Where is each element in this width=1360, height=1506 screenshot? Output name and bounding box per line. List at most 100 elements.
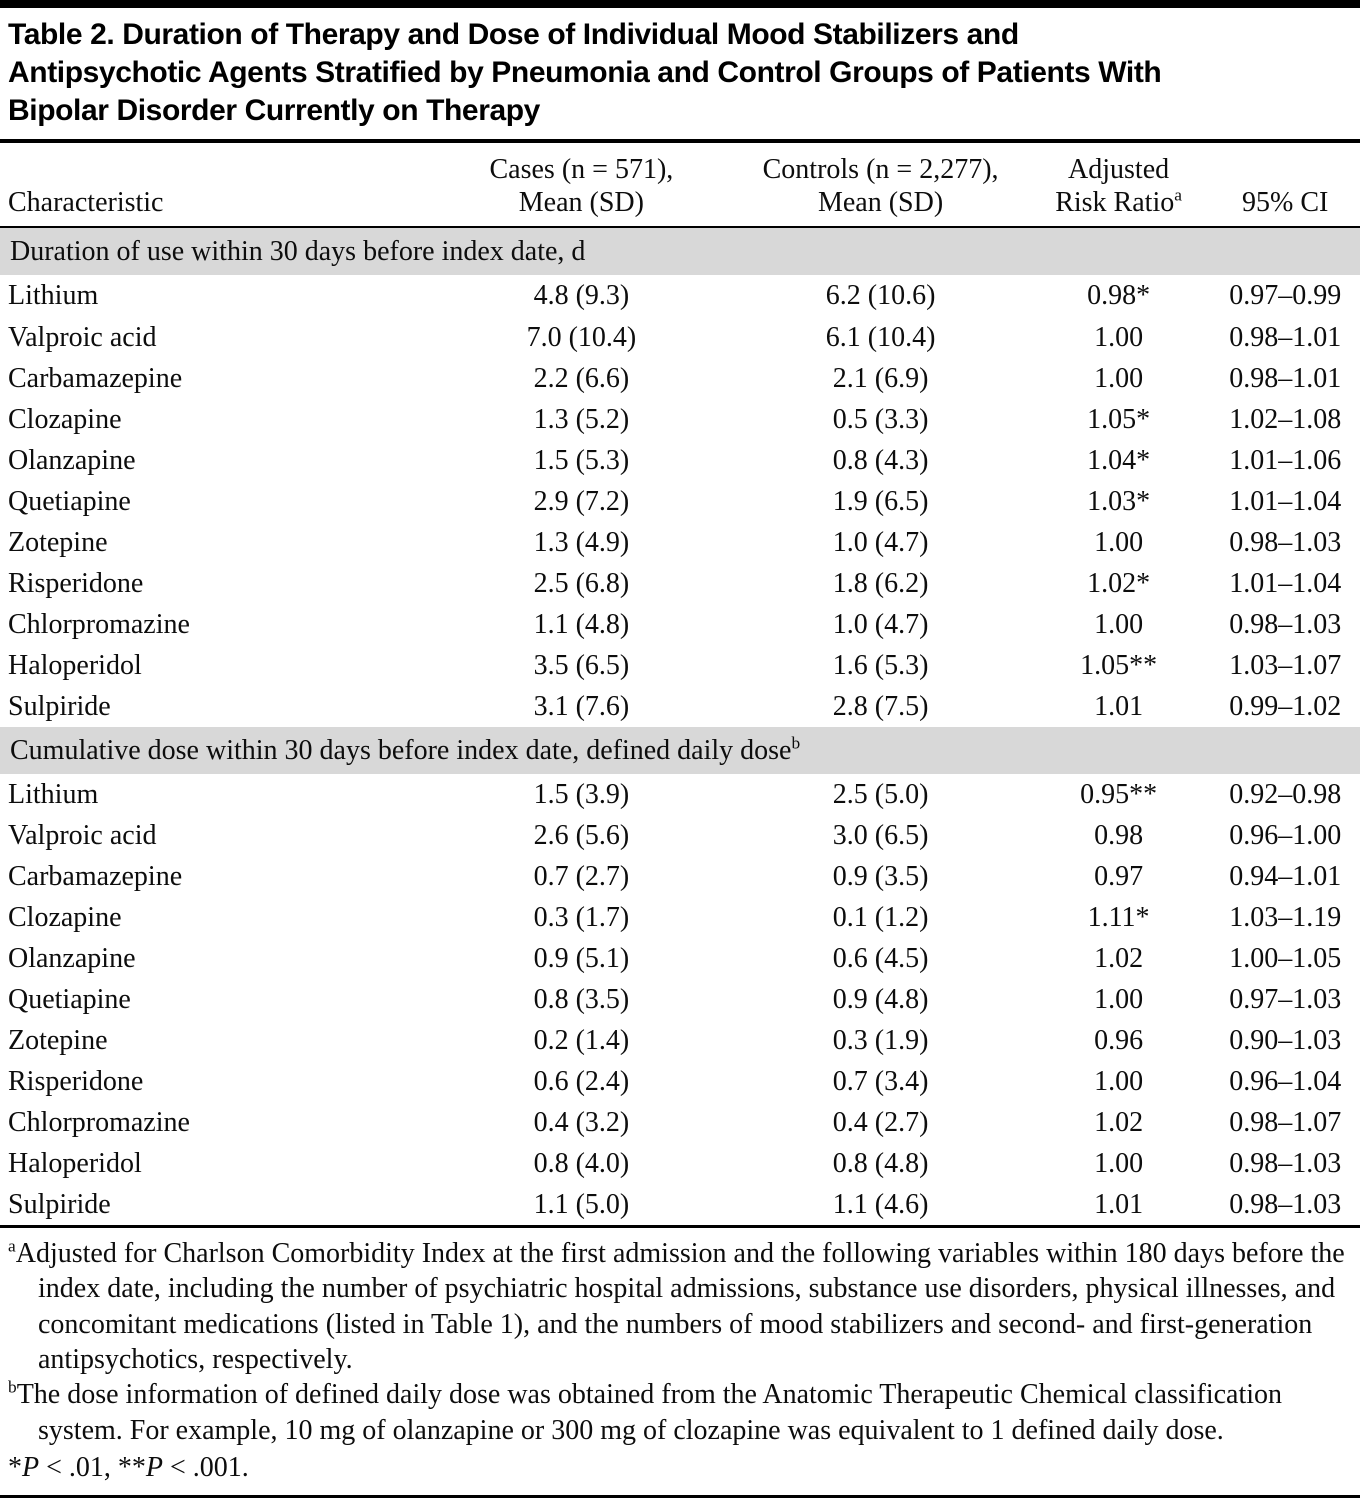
ci-value: 1.02–1.08 bbox=[1229, 403, 1342, 435]
section-header-row: Cumulative dose within 30 days before in… bbox=[0, 726, 1360, 774]
table-row: Quetiapine 0.8 (3.5) 0.9 (4.8) 1.00 0.97… bbox=[0, 979, 1360, 1020]
ci-value: 0.98–1.03 bbox=[1229, 1189, 1342, 1221]
risk-ratio-value: 1.00 bbox=[1094, 1066, 1144, 1098]
risk-ratio-value: 1.00 bbox=[1094, 362, 1144, 394]
risk-ratio-footnote-marker: a bbox=[1174, 186, 1182, 206]
table-row: Carbamazepine 2.2 (6.6) 2.1 (6.9) 1.00 0… bbox=[0, 358, 1360, 399]
table-row: Clozapine 0.3 (1.7) 0.1 (1.2) 1.11* 1.03… bbox=[0, 897, 1360, 938]
ci-value: 0.92–0.98 bbox=[1229, 778, 1342, 810]
footnote-a-marker: a bbox=[8, 1236, 16, 1256]
ci-value: 1.00–1.05 bbox=[1229, 942, 1342, 974]
controls-value: 3.0 (6.5) bbox=[832, 819, 929, 851]
risk-ratio-value: 0.96 bbox=[1094, 1025, 1144, 1057]
column-header-controls: Controls (n = 2,277), Mean (SD) bbox=[734, 143, 1027, 229]
risk-ratio-value: 1.04* bbox=[1087, 444, 1151, 476]
drug-name: Lithium bbox=[8, 778, 99, 810]
significance-threshold-1: < .01, ** bbox=[39, 1451, 146, 1483]
column-header-characteristic: Characteristic bbox=[0, 143, 429, 229]
cases-value: 1.3 (5.2) bbox=[533, 403, 630, 435]
section-header-cumulative-dose: Cumulative dose within 30 days before in… bbox=[0, 726, 1360, 774]
title-rule bbox=[0, 139, 1360, 144]
controls-value: 2.1 (6.9) bbox=[832, 362, 929, 394]
table-row: Haloperidol 3.5 (6.5) 1.6 (5.3) 1.05** 1… bbox=[0, 645, 1360, 686]
controls-value: 2.8 (7.5) bbox=[832, 690, 929, 722]
drug-name: Lithium bbox=[8, 280, 99, 312]
cases-value: 7.0 (10.4) bbox=[526, 321, 637, 353]
table-row: Carbamazepine 0.7 (2.7) 0.9 (3.5) 0.97 0… bbox=[0, 856, 1360, 897]
drug-name: Zotepine bbox=[8, 526, 108, 558]
significance-star: * bbox=[8, 1451, 22, 1483]
cases-value: 4.8 (9.3) bbox=[533, 280, 630, 312]
table-row: Sulpiride 3.1 (7.6) 2.8 (7.5) 1.01 0.99–… bbox=[0, 686, 1360, 727]
footnote-b-text: The dose information of defined daily do… bbox=[16, 1379, 1283, 1446]
cases-value: 0.8 (3.5) bbox=[533, 984, 630, 1016]
table-row: Chlorpromazine 0.4 (3.2) 0.4 (2.7) 1.02 … bbox=[0, 1102, 1360, 1143]
ci-value: 0.97–1.03 bbox=[1229, 984, 1342, 1016]
table-row: Zotepine 0.2 (1.4) 0.3 (1.9) 0.96 0.90–1… bbox=[0, 1020, 1360, 1061]
risk-ratio-header-text: Adjusted Risk Ratio bbox=[1055, 154, 1175, 219]
ci-value: 1.03–1.07 bbox=[1229, 649, 1342, 681]
table-title: Table 2. Duration of Therapy and Dose of… bbox=[8, 18, 1162, 127]
table-row: Risperidone 2.5 (6.8) 1.8 (6.2) 1.02* 1.… bbox=[0, 563, 1360, 604]
results-table: Characteristic Cases (n = 571), Mean (SD… bbox=[0, 143, 1360, 1225]
risk-ratio-value: 1.02 bbox=[1094, 942, 1144, 974]
ci-value: 0.98–1.03 bbox=[1229, 608, 1342, 640]
section-header-duration: Duration of use within 30 days before in… bbox=[0, 227, 1360, 276]
drug-name: Quetiapine bbox=[8, 984, 131, 1016]
cases-value: 1.1 (4.8) bbox=[533, 608, 630, 640]
controls-value: 0.9 (4.8) bbox=[832, 984, 929, 1016]
risk-ratio-value: 0.95** bbox=[1080, 778, 1158, 810]
controls-value: 6.1 (10.4) bbox=[825, 321, 936, 353]
risk-ratio-value: 1.05** bbox=[1080, 649, 1158, 681]
drug-name: Haloperidol bbox=[8, 649, 142, 681]
ci-value: 0.96–1.00 bbox=[1229, 819, 1342, 851]
section-header-text: Duration of use within 30 days before in… bbox=[10, 236, 586, 268]
footnote-a-text: Adjusted for Charlson Comorbidity Index … bbox=[15, 1238, 1345, 1375]
table-row: Clozapine 1.3 (5.2) 0.5 (3.3) 1.05* 1.02… bbox=[0, 399, 1360, 440]
ci-value: 0.90–1.03 bbox=[1229, 1025, 1342, 1057]
significance-p1: P bbox=[22, 1451, 40, 1483]
controls-value: 0.1 (1.2) bbox=[832, 901, 929, 933]
controls-value: 1.8 (6.2) bbox=[832, 567, 929, 599]
ci-value: 0.98–1.03 bbox=[1229, 526, 1342, 558]
cases-value: 1.1 (5.0) bbox=[533, 1189, 630, 1221]
drug-name: Sulpiride bbox=[8, 1189, 111, 1221]
risk-ratio-value: 1.05* bbox=[1087, 403, 1151, 435]
controls-value: 0.8 (4.3) bbox=[832, 444, 929, 476]
table-row: Lithium 4.8 (9.3) 6.2 (10.6) 0.98* 0.97–… bbox=[0, 275, 1360, 316]
cases-value: 1.5 (3.9) bbox=[533, 778, 630, 810]
drug-name: Risperidone bbox=[8, 1066, 144, 1098]
controls-value: 0.5 (3.3) bbox=[832, 403, 929, 435]
ci-value: 0.97–0.99 bbox=[1229, 280, 1342, 312]
column-header-ci: 95% CI bbox=[1210, 143, 1360, 229]
cases-value: 0.4 (3.2) bbox=[533, 1107, 630, 1139]
ci-value: 0.98–1.01 bbox=[1229, 362, 1342, 394]
drug-name: Chlorpromazine bbox=[8, 1107, 190, 1139]
cases-value: 0.2 (1.4) bbox=[533, 1025, 630, 1057]
footnote-b-marker: b bbox=[8, 1377, 17, 1397]
footnote-a: aAdjusted for Charlson Comorbidity Index… bbox=[8, 1236, 1352, 1377]
significance-threshold-2: < .001. bbox=[163, 1451, 249, 1483]
column-header-row: Characteristic Cases (n = 571), Mean (SD… bbox=[0, 143, 1360, 229]
ci-value: 0.98–1.01 bbox=[1229, 321, 1342, 353]
table-row: Valproic acid 7.0 (10.4) 6.1 (10.4) 1.00… bbox=[0, 317, 1360, 358]
controls-value: 1.0 (4.7) bbox=[832, 608, 929, 640]
drug-name: Olanzapine bbox=[8, 942, 136, 974]
top-rule bbox=[0, 0, 1360, 8]
bottom-rule bbox=[0, 1495, 1360, 1499]
column-header-risk-ratio: Adjusted Risk Ratioa bbox=[1026, 143, 1211, 229]
cases-value: 0.9 (5.1) bbox=[533, 942, 630, 974]
table-row: Chlorpromazine 1.1 (4.8) 1.0 (4.7) 1.00 … bbox=[0, 604, 1360, 645]
cases-value: 2.6 (5.6) bbox=[533, 819, 630, 851]
drug-name: Carbamazepine bbox=[8, 860, 183, 892]
risk-ratio-value: 1.01 bbox=[1094, 690, 1144, 722]
risk-ratio-value: 0.98 bbox=[1094, 819, 1144, 851]
cases-value: 3.1 (7.6) bbox=[533, 690, 630, 722]
cases-value: 3.5 (6.5) bbox=[533, 649, 630, 681]
risk-ratio-value: 1.00 bbox=[1094, 526, 1144, 558]
controls-value: 0.9 (3.5) bbox=[832, 860, 929, 892]
risk-ratio-value: 1.03* bbox=[1087, 485, 1151, 517]
drug-name: Chlorpromazine bbox=[8, 608, 190, 640]
table-row: Olanzapine 0.9 (5.1) 0.6 (4.5) 1.02 1.00… bbox=[0, 938, 1360, 979]
risk-ratio-value: 0.98* bbox=[1087, 280, 1151, 312]
